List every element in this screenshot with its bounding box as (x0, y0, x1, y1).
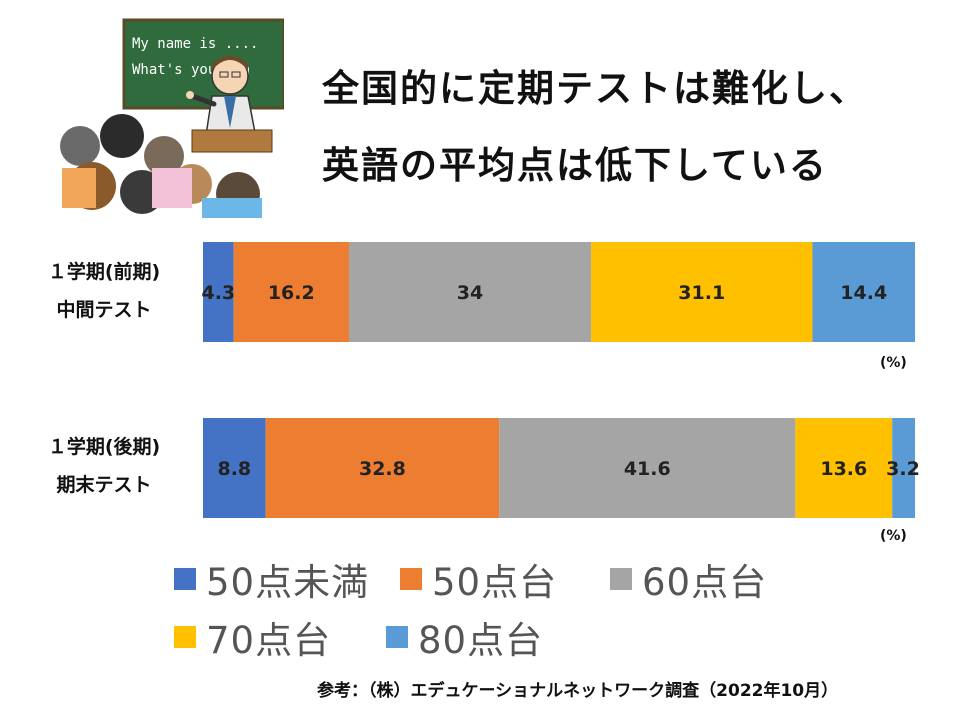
data-label-under50: 8.8 (217, 458, 251, 480)
bar-segment-60s (499, 418, 796, 518)
row-label-1-line-2: 中間テスト (56, 299, 152, 321)
data-label-50s: 32.8 (359, 458, 406, 480)
row-label-1: １学期(前期) 中間テスト (14, 253, 194, 329)
legend-swatch-under50 (174, 568, 196, 590)
title-line-1: 全国的に定期テストは難化し、 (322, 67, 868, 110)
legend-label-under50: 50点未満 (206, 561, 370, 604)
row-label-2: １学期(後期) 期末テスト (14, 428, 194, 504)
unit-label-2: (%) (880, 528, 907, 544)
title-line-2: 英語の平均点は低下している (322, 144, 828, 187)
bar-segment-under50 (203, 418, 266, 518)
legend-swatch-50s (400, 568, 422, 590)
data-label-60s: 34 (457, 282, 483, 304)
legend-label-60s: 60点台 (642, 561, 768, 604)
data-label-60s: 41.6 (624, 458, 671, 480)
bar-segment-80s (892, 418, 915, 518)
legend-label-70s: 70点台 (206, 619, 332, 662)
data-label-80s: 14.4 (840, 282, 887, 304)
students-figure (60, 114, 262, 218)
legend-item-80s: 80点台 (386, 610, 543, 664)
board-text-1: My name is .... (132, 36, 258, 52)
stacked-bar-1-wrap: 4.3 16.2 34 31.1 14.4 (201, 242, 915, 342)
unit-label-1: (%) (880, 355, 907, 371)
teacher-desk (191, 129, 273, 153)
data-label-50s: 16.2 (268, 282, 315, 304)
bar-segment-60s (348, 242, 592, 342)
legend-swatch-70s (174, 626, 196, 648)
row-label-2-line-2: 期末テスト (56, 474, 152, 496)
bar-segment-50s (265, 418, 500, 518)
stacked-bar-1: 4.3 16.2 34 31.1 14.4 (201, 242, 915, 342)
source-note: 参考：（株）エデュケーショナルネットワーク調査（2022年10月） (317, 681, 839, 701)
legend-swatch-80s (386, 626, 408, 648)
bar-segment-70s (591, 242, 813, 342)
legend-item-under50: 50点未満 (174, 552, 369, 606)
legend-swatch-60s (610, 568, 632, 590)
stacked-bar-2-wrap: 8.8 32.8 41.6 13.6 3.2 (203, 418, 920, 518)
data-label-70s: 13.6 (820, 458, 867, 480)
classroom-illustration: My name is .... What's your na (60, 18, 284, 218)
bar-segment-50s (233, 242, 349, 342)
legend-item-70s: 70点台 (174, 610, 331, 664)
bar-segment-80s (812, 242, 915, 342)
row-label-1-line-1: １学期(前期) (47, 261, 161, 283)
data-label-80s: 3.2 (886, 458, 920, 480)
bar-segment-70s (795, 418, 893, 518)
data-label-70s: 31.1 (678, 282, 725, 304)
legend-item-60s: 60点台 (610, 552, 767, 606)
bar-segment-under50 (203, 242, 234, 342)
row-label-2-line-1: １学期(後期) (47, 436, 161, 458)
stacked-bar-2: 8.8 32.8 41.6 13.6 3.2 (203, 418, 920, 518)
legend-label-50s: 50点台 (432, 561, 558, 604)
legend-item-50s: 50点台 (400, 552, 557, 606)
data-label-under50: 4.3 (201, 282, 235, 304)
legend-label-80s: 80点台 (418, 619, 544, 662)
blackboard (122, 18, 284, 110)
